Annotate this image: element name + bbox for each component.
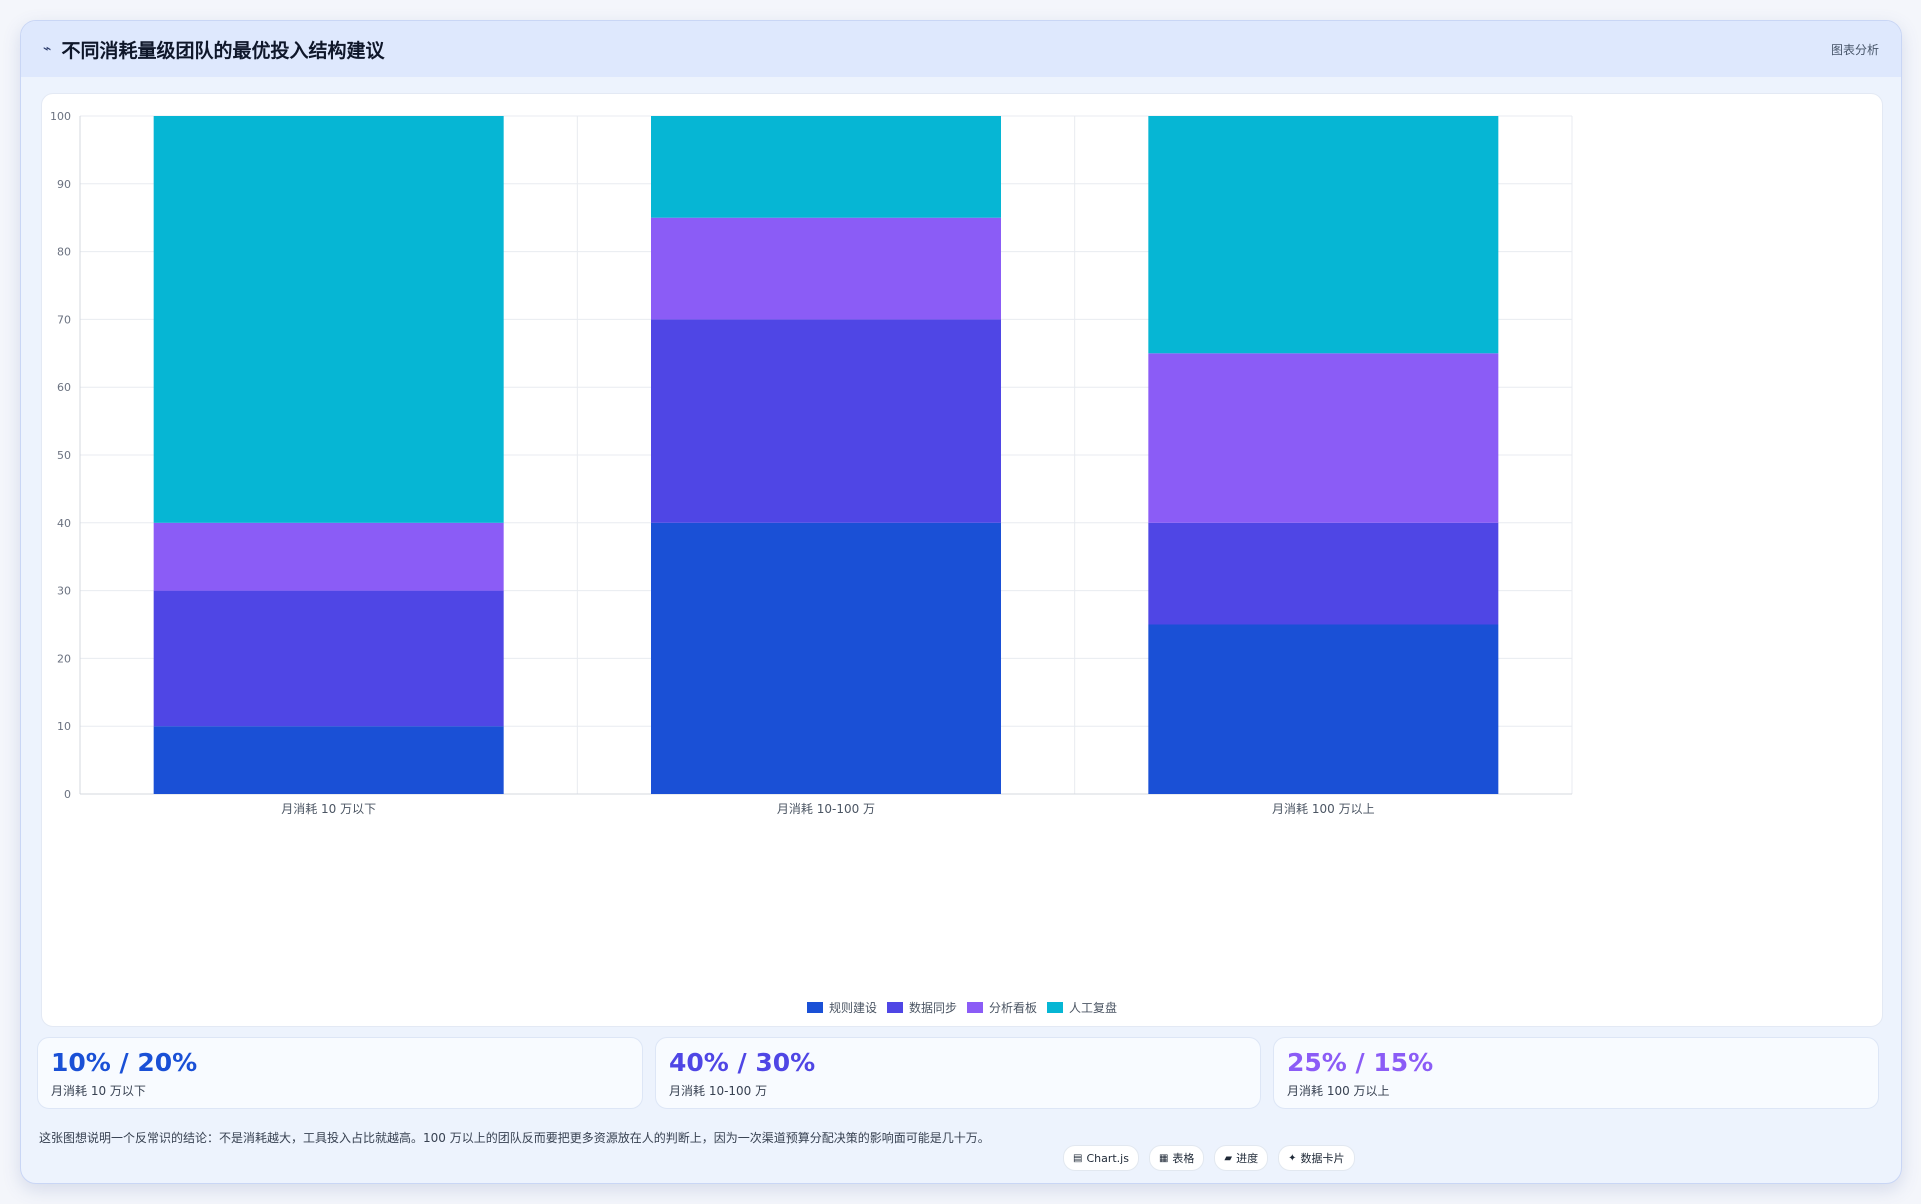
y-tick-label: 10	[57, 720, 71, 733]
chip-progress[interactable]: ▰ 进度	[1214, 1145, 1269, 1171]
bar-segment	[1148, 624, 1499, 794]
x-tick-label: 月消耗 100 万以上	[1272, 802, 1375, 816]
stacked-bar-chart: 0 10 20 30 40 50 60 70 80 90 100 月消耗 10 万以下 月消耗 10-1…	[50, 110, 1573, 816]
bar-segment	[651, 319, 1001, 523]
legend-label: 规则建设	[828, 1000, 877, 1015]
stat-card-small: 10% / 20% 月消耗 10 万以下	[37, 1037, 643, 1109]
x-tick-label: 月消耗 10-100 万	[777, 802, 875, 816]
stat-value: 25% / 15%	[1287, 1048, 1434, 1077]
chart-line-icon: ⌁	[43, 41, 52, 57]
progress-icon: ▰	[1224, 1152, 1233, 1164]
y-tick-label: 80	[57, 246, 71, 259]
bar-segment	[153, 590, 504, 727]
chart-card: ⌁ 不同消耗量级团队的最优投入结构建议 图表分析 0 10 20 30 40 50 60 70…	[20, 20, 1902, 1184]
legend-label: 数据同步	[908, 1000, 957, 1015]
bar-segment	[153, 726, 504, 794]
stat-card-large: 25% / 15% 月消耗 100 万以上	[1273, 1037, 1879, 1109]
y-tick-label: 60	[57, 381, 71, 394]
legend-swatch	[886, 1001, 903, 1013]
bar-segment	[651, 522, 1001, 794]
stat-card-medium: 40% / 30% 月消耗 10-100 万	[655, 1037, 1261, 1109]
bar-segment	[651, 217, 1001, 320]
legend-swatch	[1047, 1001, 1064, 1013]
legend-item[interactable]: 人工复盘	[1047, 999, 1117, 1016]
y-tick-label: 40	[57, 517, 71, 530]
chip-label: Chart.js	[1086, 1151, 1129, 1165]
x-tick-label: 月消耗 10 万以下	[281, 802, 376, 816]
chip-label: 表格	[1172, 1152, 1195, 1165]
legend-item[interactable]: 规则建设	[806, 999, 877, 1016]
y-tick-label: 30	[57, 585, 71, 598]
bar-segment	[651, 116, 1001, 218]
chip-table[interactable]: ▦ 表格	[1148, 1145, 1205, 1171]
stat-label: 月消耗 10-100 万	[669, 1084, 768, 1098]
bar-segment	[1148, 353, 1499, 523]
legend-label: 分析看板	[989, 1000, 1038, 1015]
y-tick-label: 50	[57, 449, 71, 462]
y-tick-label: 100	[50, 110, 71, 123]
y-tick-label: 20	[57, 652, 71, 665]
chip-label: 数据卡片	[1300, 1152, 1345, 1165]
legend-item[interactable]: 分析看板	[967, 999, 1037, 1016]
legend-swatch	[806, 1001, 823, 1013]
stat-value: 10% / 20%	[51, 1048, 198, 1077]
legend-label: 人工复盘	[1069, 1000, 1118, 1015]
bar-segment	[1148, 522, 1499, 625]
table-icon: ▦	[1158, 1152, 1169, 1164]
stat-label: 月消耗 10 万以下	[51, 1084, 146, 1098]
bar-segment	[1148, 116, 1499, 354]
chip-label: 进度	[1236, 1152, 1259, 1165]
sparkle-icon: ✦	[1288, 1152, 1297, 1164]
page-title: 不同消耗量级团队的最优投入结构建议	[61, 39, 385, 62]
header-tag: 图表分析	[1830, 42, 1879, 57]
chip-data-card[interactable]: ✦ 数据卡片	[1278, 1145, 1355, 1171]
y-tick-label: 70	[57, 313, 71, 326]
legend-item[interactable]: 数据同步	[886, 999, 957, 1016]
card-header: ⌁ 不同消耗量级团队的最优投入结构建议 图表分析	[21, 21, 1901, 77]
bar-segment	[153, 116, 504, 523]
legend-swatch	[967, 1001, 983, 1013]
title-wrap: ⌁ 不同消耗量级团队的最优投入结构建议	[43, 36, 384, 63]
chart-legend: 规则建设 数据同步 分析看板 人工复盘	[42, 996, 1882, 1018]
chart-panel: 0 10 20 30 40 50 60 70 80 90 100 月消耗 10 万以下 月消耗 10-1…	[41, 93, 1883, 1027]
stat-value: 40% / 30%	[669, 1048, 816, 1077]
chip-group: ▤ Chart.js ▦ 表格 ▰ 进度 ✦ 数据卡片	[1063, 1145, 1355, 1171]
bar-segment	[153, 522, 504, 591]
y-tick-label: 90	[57, 178, 71, 191]
chart-icon: ▤	[1073, 1152, 1083, 1164]
footer-note: 这张图想说明一个反常识的结论：不是消耗越大，工具投入占比就越高。100 万以上的…	[39, 1131, 990, 1145]
chip-chartjs[interactable]: ▤ Chart.js	[1063, 1145, 1139, 1171]
y-tick-label: 0	[64, 788, 71, 801]
stat-label: 月消耗 100 万以上	[1287, 1084, 1390, 1098]
